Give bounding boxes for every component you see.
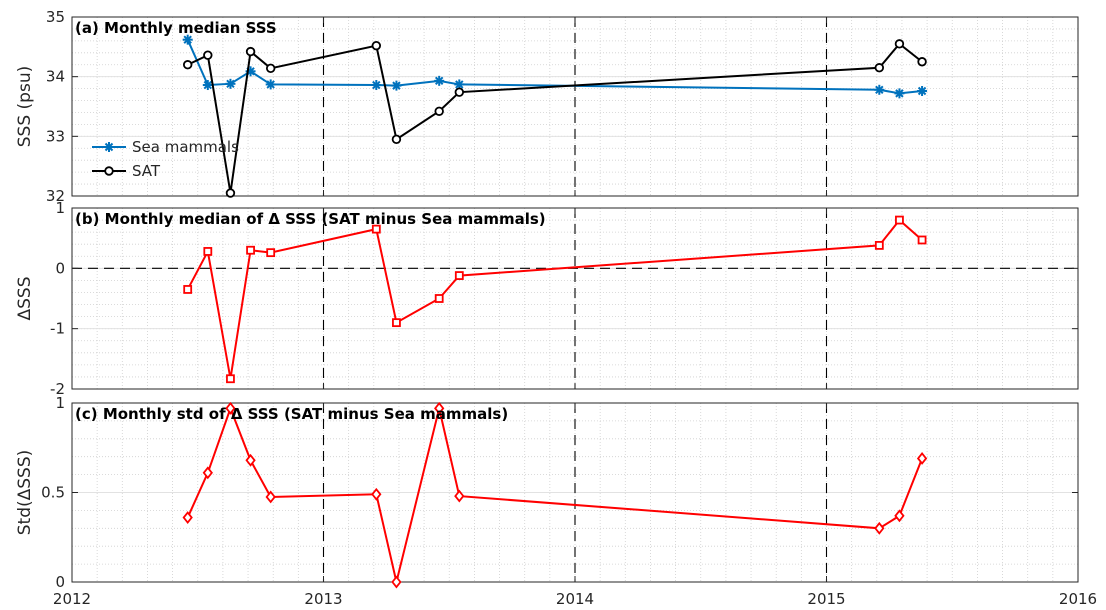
data-point <box>371 80 382 91</box>
data-point <box>874 63 885 73</box>
series-line-sea-mammals <box>186 39 923 95</box>
data-point <box>202 466 213 480</box>
data-point <box>245 453 256 467</box>
y-axis-label: ΔSSS <box>15 276 35 320</box>
panel-title: (c) Monthly std of Δ SSS (SAT minus Sea … <box>75 405 508 423</box>
legend-marker <box>104 142 114 152</box>
data-point <box>434 75 445 86</box>
data-point <box>874 521 885 535</box>
data-point <box>392 318 401 328</box>
data-point <box>225 78 236 89</box>
legend: Sea mammals SAT <box>92 138 239 180</box>
data-point <box>265 63 276 74</box>
data-point <box>246 245 255 255</box>
data-point <box>434 401 445 415</box>
data-point <box>203 247 213 256</box>
y-tick-label: -2 <box>50 380 65 398</box>
data-point <box>391 134 402 145</box>
data-point <box>917 57 927 67</box>
data-point <box>182 511 193 525</box>
y-tick-label: 1 <box>55 199 65 217</box>
data-point <box>894 88 905 99</box>
data-point <box>225 188 236 198</box>
y-axis-label: Std(ΔSSS) <box>15 450 35 536</box>
data-point <box>874 84 885 95</box>
y-tick-label: 0.5 <box>41 484 65 502</box>
y-tick-label: -1 <box>50 320 65 338</box>
data-point <box>917 235 927 245</box>
data-point <box>225 401 236 415</box>
data-point <box>265 490 276 504</box>
x-tick-label: 2016 <box>1059 590 1097 608</box>
data-point <box>182 60 193 70</box>
y-tick-label: 33 <box>46 127 65 145</box>
y-axis-label: SSS (psu) <box>15 66 35 147</box>
data-point <box>894 509 905 523</box>
data-point <box>371 487 382 501</box>
x-tick-label: 2012 <box>53 590 91 608</box>
y-tick-label: 32 <box>46 187 65 205</box>
data-point <box>266 248 276 258</box>
x-tick-label: 2013 <box>304 590 342 608</box>
panel-0: 32 33 34 35 SSS (psu) (a) Monthly median SSS S… <box>15 8 1079 205</box>
data-point <box>917 85 928 96</box>
series-line-panel-2 <box>186 405 924 583</box>
data-point <box>894 39 905 49</box>
panel-title: (a) Monthly median SSS <box>75 19 277 37</box>
data-point <box>183 285 193 294</box>
data-point <box>916 452 928 465</box>
data-point <box>226 374 235 384</box>
data-point <box>434 294 444 303</box>
data-point <box>454 271 464 280</box>
data-point <box>391 575 402 589</box>
y-tick-label: 0 <box>55 573 65 591</box>
data-point <box>391 80 402 91</box>
x-tick-label: 2015 <box>807 590 845 608</box>
data-point <box>454 87 465 97</box>
panel-title: (b) Monthly median of Δ SSS (SAT minus S… <box>75 210 546 228</box>
legend-entry-label: Sea mammals <box>132 138 239 156</box>
y-tick-label: 1 <box>55 394 65 412</box>
data-point <box>454 489 465 503</box>
data-point <box>202 80 213 91</box>
data-point <box>203 50 213 60</box>
panel-2: 0 0.5 1 Std(ΔSSS) (c) Monthly std of Δ SSS (… <box>15 394 1079 591</box>
x-tick-label: 2014 <box>556 590 594 608</box>
y-tick-label: 0 <box>55 259 65 277</box>
series-line-sat <box>187 42 923 194</box>
legend-entry-label: SAT <box>132 162 161 180</box>
data-point <box>245 46 256 57</box>
y-tick-label: 35 <box>46 8 65 26</box>
data-point <box>182 34 193 45</box>
y-tick-label: 34 <box>46 68 65 86</box>
data-point <box>371 224 381 234</box>
data-point <box>371 40 382 51</box>
panel-1: -2 -1 0 1 ΔSSS (b) Monthly median of Δ SSS (S… <box>15 199 1079 398</box>
legend-marker <box>104 166 114 176</box>
data-point <box>434 106 444 116</box>
data-point <box>895 215 904 225</box>
data-point <box>874 241 884 250</box>
data-point <box>265 79 276 90</box>
